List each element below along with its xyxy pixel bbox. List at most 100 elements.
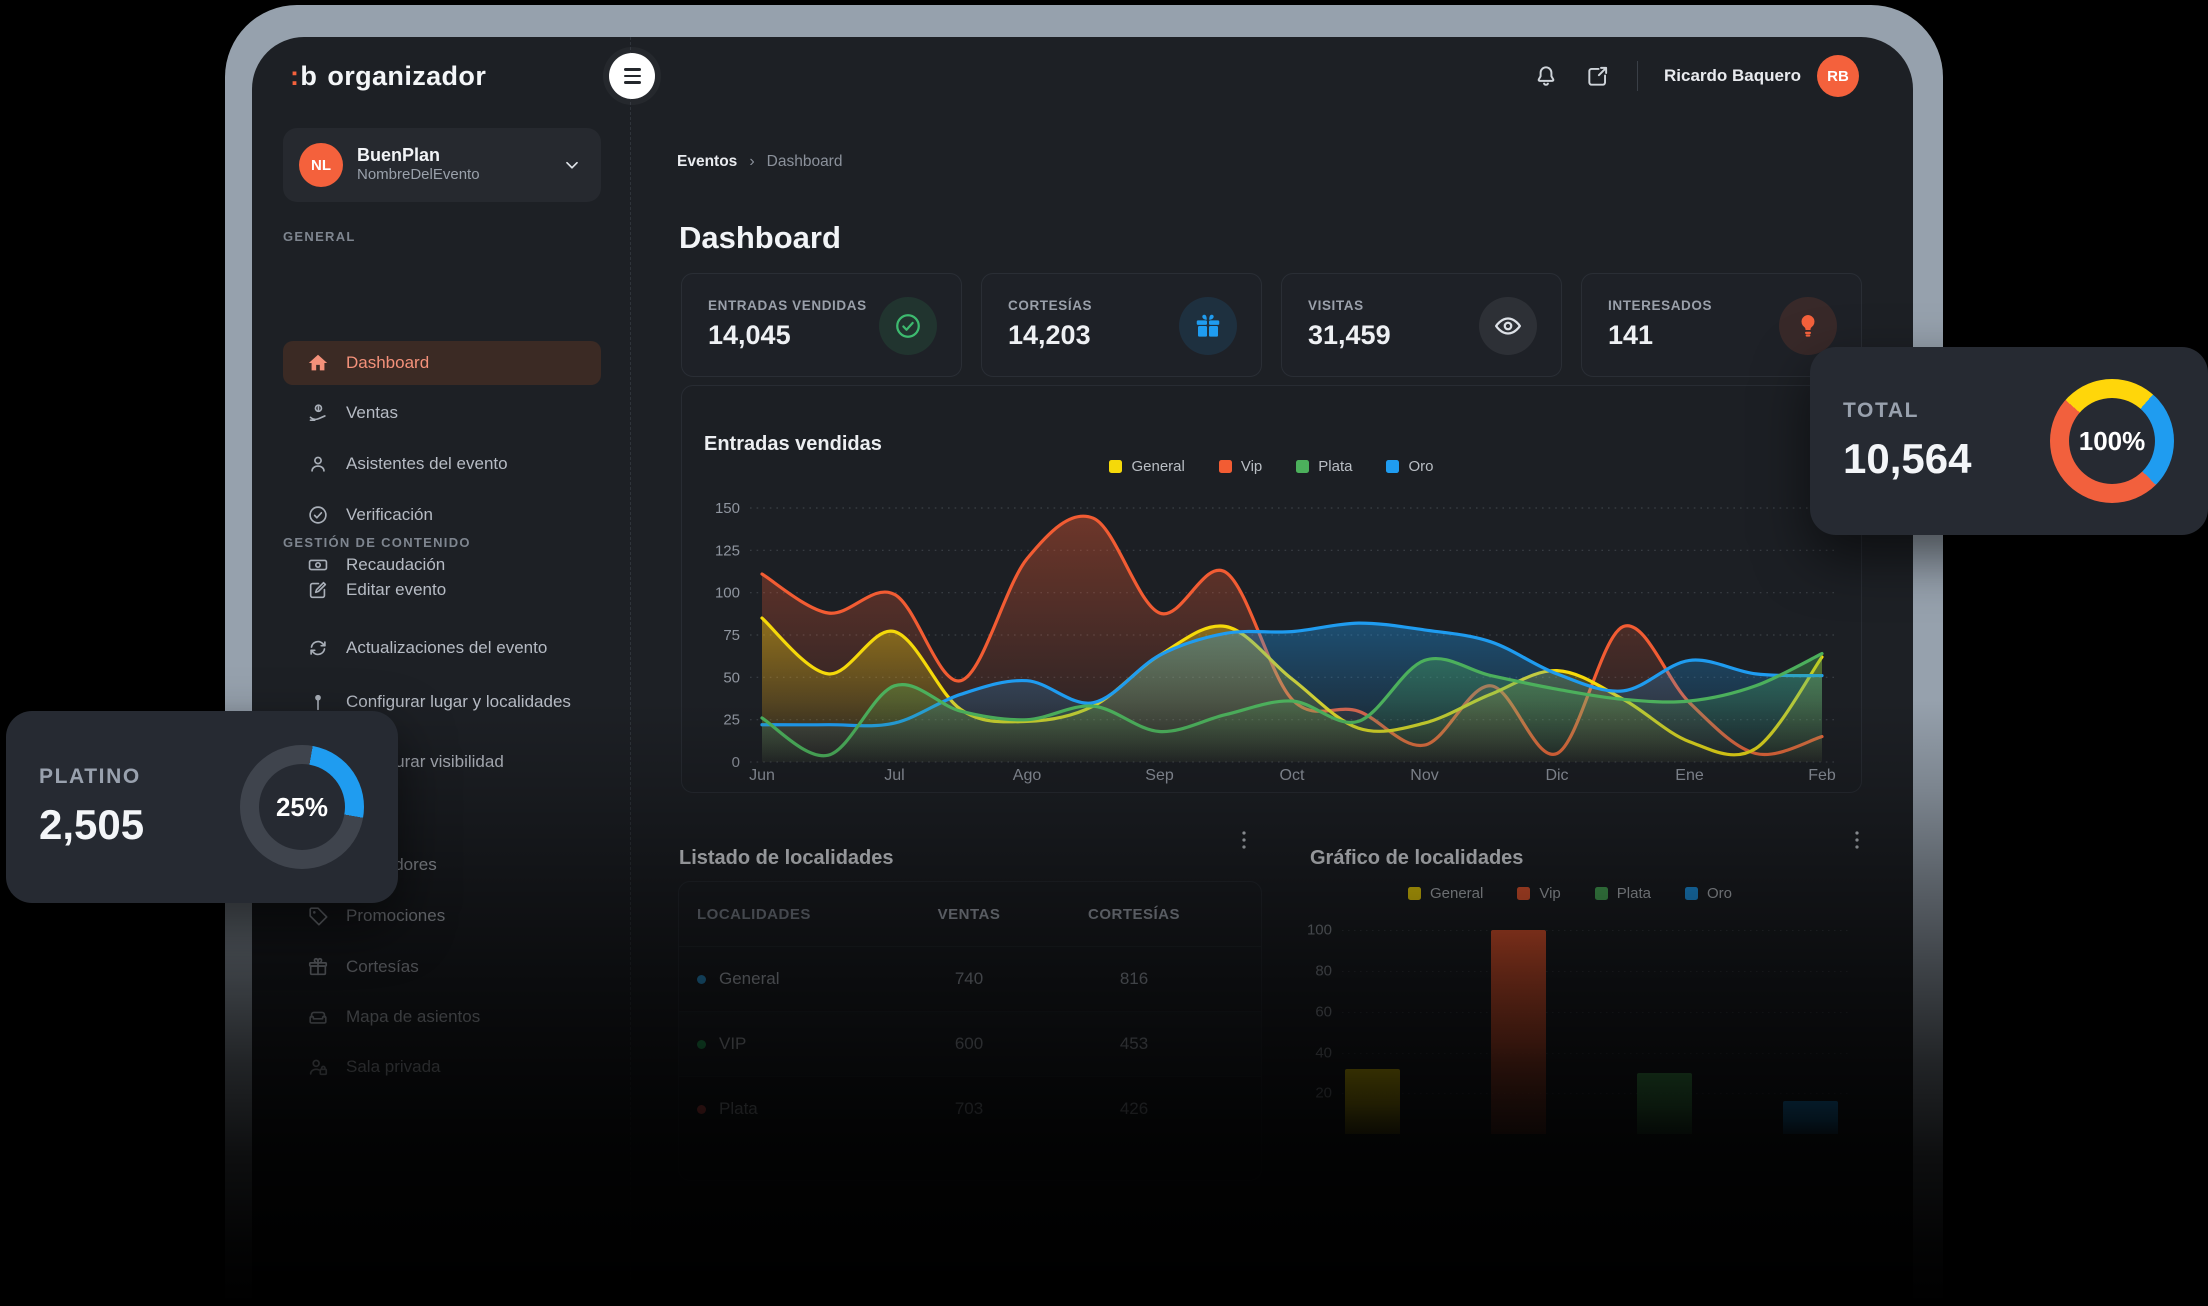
bar-general bbox=[1345, 1068, 1400, 1134]
legend-swatch bbox=[1296, 460, 1310, 473]
platino-label: PLATINO bbox=[39, 765, 141, 788]
legend-item-vip[interactable]: Vip bbox=[1218, 458, 1262, 475]
svg-text:Dic: Dic bbox=[1545, 767, 1568, 784]
sidebar-item-label: Ventas bbox=[346, 403, 398, 422]
hand-coin-icon bbox=[307, 402, 329, 424]
logo-text: organizador bbox=[327, 60, 487, 91]
legend-item-general[interactable]: General bbox=[1109, 458, 1185, 475]
svg-text:Ago: Ago bbox=[1013, 767, 1042, 784]
sidebar-item-verificaci-n[interactable]: Verificación bbox=[283, 493, 601, 537]
localidades-chart-title: Gráfico de localidades bbox=[1310, 846, 1524, 869]
sidebar-item-mapa-de-asientos[interactable]: Mapa de asientos bbox=[283, 995, 601, 1039]
sidebar-item-ventas[interactable]: Ventas bbox=[283, 391, 601, 435]
sidebar-item-editar-evento[interactable]: Editar evento bbox=[283, 568, 601, 612]
sidebar-section-label: GESTIÓN DE CONTENIDO bbox=[283, 535, 471, 550]
tag-icon bbox=[307, 905, 329, 927]
event-org-name: BuenPlan bbox=[357, 145, 441, 166]
sidebar-item-dashboard[interactable]: Dashboard bbox=[283, 341, 601, 385]
chevron-down-icon bbox=[561, 154, 583, 176]
event-avatar: NL bbox=[299, 143, 343, 187]
breadcrumb-root[interactable]: Eventos bbox=[677, 153, 738, 170]
logo-b: b bbox=[300, 60, 318, 91]
sidebar-item-label: Dashboard bbox=[346, 353, 430, 372]
hamburger-icon bbox=[623, 68, 641, 71]
table-row-plata: Plata 703 426 bbox=[679, 1076, 1261, 1141]
legend-item-vip[interactable]: Vip bbox=[1517, 885, 1561, 902]
stat-label: ENTRADAS VENDIDAS bbox=[708, 298, 867, 313]
legend-swatch bbox=[1109, 460, 1123, 473]
stat-card-entradas-vendidas: ENTRADAS VENDIDAS 14,045 bbox=[681, 273, 962, 377]
legend-item-oro[interactable]: Oro bbox=[1684, 885, 1732, 902]
svg-text:25: 25 bbox=[723, 712, 740, 729]
sidebar-item-asistentes-del-evento[interactable]: Asistentes del evento bbox=[283, 442, 601, 486]
sofa-icon bbox=[307, 1006, 329, 1028]
svg-text:150: 150 bbox=[715, 500, 740, 517]
gift-solid-icon bbox=[1179, 297, 1237, 355]
row-cortesias: 816 bbox=[1119, 969, 1149, 988]
gift-icon bbox=[307, 956, 329, 978]
legend-label: Oro bbox=[1408, 458, 1434, 475]
bar-gridline bbox=[1342, 1011, 1850, 1013]
page-title: Dashboard bbox=[679, 219, 841, 255]
external-link-icon[interactable] bbox=[1585, 63, 1611, 89]
user-name[interactable]: Ricardo Baquero bbox=[1664, 66, 1801, 85]
bell-icon[interactable] bbox=[1533, 63, 1559, 89]
sidebar-item-recaudaci-n[interactable]: Recaudación bbox=[283, 543, 601, 587]
bar-gridline bbox=[1342, 1052, 1850, 1054]
bar-ytick-label: 100 bbox=[1306, 921, 1332, 939]
sidebar-item-cortes-as[interactable]: Cortesías bbox=[283, 945, 601, 989]
platino-value: 2,505 bbox=[39, 801, 145, 848]
row-localidad: VIP bbox=[719, 1034, 747, 1053]
sidebar-item-label: Promociones bbox=[346, 906, 446, 925]
localidades-list-menu-icon[interactable] bbox=[1231, 827, 1257, 853]
sidebar-item-label: Sala privada bbox=[346, 1057, 441, 1076]
legend-label: Oro bbox=[1706, 885, 1732, 902]
bar-ytick-label: 60 bbox=[1315, 1003, 1332, 1021]
sidebar-item-label: Asistentes del evento bbox=[346, 454, 508, 473]
svg-text:Feb: Feb bbox=[1808, 767, 1836, 784]
localidades-chart-menu-icon[interactable] bbox=[1844, 827, 1870, 853]
row-localidad: Plata bbox=[719, 1099, 758, 1118]
svg-text:Sep: Sep bbox=[1145, 767, 1174, 784]
check-circle-icon bbox=[879, 297, 937, 355]
svg-text:Ene: Ene bbox=[1675, 767, 1704, 784]
total-donut-chart: 100% bbox=[2050, 379, 2174, 503]
bulb-icon bbox=[1779, 297, 1837, 355]
topbar-separator bbox=[1637, 61, 1639, 91]
sales-chart-legend: General Vip Plata Oro bbox=[682, 458, 1861, 475]
stat-card-cortes-as: CORTESÍAS 14,203 bbox=[981, 273, 1262, 377]
platino-summary-card: PLATINO 2,505 25% bbox=[6, 711, 398, 903]
row-cortesias: 426 bbox=[1119, 1099, 1149, 1118]
total-summary-card: TOTAL 10,564 100% bbox=[1810, 347, 2208, 535]
sidebar-section-label: GENERAL bbox=[283, 229, 356, 244]
legend-item-plata[interactable]: Plata bbox=[1594, 885, 1651, 902]
legend-label: Vip bbox=[1539, 885, 1561, 902]
sales-area-chart: 0 25 50 75 100 125 150 Jun Jul Ago Sep Oct Nov Dic Ene… bbox=[715, 500, 1836, 784]
total-value: 10,564 bbox=[1843, 435, 1972, 482]
menu-toggle-button[interactable] bbox=[609, 53, 655, 99]
bar-plata bbox=[1637, 1072, 1692, 1134]
legend-item-plata[interactable]: Plata bbox=[1296, 458, 1352, 475]
sidebar-item-sala-privada[interactable]: Sala privada bbox=[283, 1045, 601, 1089]
event-selector[interactable]: NL BuenPlan NombreDelEvento bbox=[283, 128, 601, 202]
app-logo: : b organizador bbox=[290, 37, 486, 115]
legend-item-oro[interactable]: Oro bbox=[1386, 458, 1434, 475]
legend-swatch bbox=[1684, 887, 1698, 900]
table-row-vip: VIP 600 453 bbox=[679, 1011, 1261, 1076]
svg-text:75: 75 bbox=[723, 627, 740, 644]
home-icon bbox=[307, 352, 329, 374]
stat-value: 141 bbox=[1608, 320, 1654, 350]
bar-gridline bbox=[1342, 971, 1850, 972]
user-avatar[interactable]: RB bbox=[1817, 55, 1859, 97]
legend-item-general[interactable]: General bbox=[1407, 885, 1483, 902]
bar-ytick-label: 20 bbox=[1315, 1084, 1332, 1102]
sidebar-item-label: Editar evento bbox=[346, 580, 447, 599]
legend-swatch bbox=[1517, 887, 1531, 900]
main-content: Eventos › Dashboard Dashboard ENTRADAS V… bbox=[630, 115, 1913, 1306]
stat-card-visitas: VISITAS 31,459 bbox=[1281, 273, 1562, 377]
svg-text:50: 50 bbox=[723, 669, 740, 686]
sidebar-item-actualizaciones-del-evento[interactable]: Actualizaciones del evento bbox=[283, 626, 601, 670]
svg-text:100: 100 bbox=[715, 585, 740, 602]
row-dot bbox=[697, 974, 706, 984]
